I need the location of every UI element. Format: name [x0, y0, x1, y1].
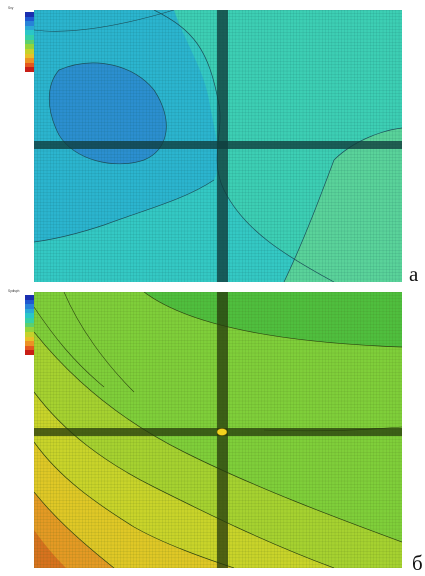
legend-swatch — [25, 67, 35, 72]
legend-swatch — [25, 336, 35, 342]
legend-swatch — [25, 350, 35, 355]
legend-swatch — [25, 341, 35, 346]
legend-swatch — [25, 25, 35, 31]
legend-swatch — [25, 62, 35, 68]
legend-swatch — [25, 35, 35, 40]
legend-swatch — [25, 16, 35, 22]
legend-swatch — [25, 299, 35, 305]
contour-plot-b — [34, 292, 402, 568]
legend-swatch — [25, 48, 35, 54]
legend-swatch — [25, 58, 35, 63]
legend-swatch — [25, 21, 35, 26]
legend-swatch — [25, 345, 35, 351]
legend-swatch — [25, 12, 35, 17]
legend-swatch — [25, 327, 35, 332]
legend-swatch — [25, 304, 35, 309]
panel-label-b: б — [412, 551, 423, 575]
legend-swatch — [25, 30, 35, 36]
legend-title-b: Sydisph — [8, 289, 20, 293]
contour-plot-a — [34, 10, 402, 282]
legend-swatch — [25, 313, 35, 319]
legend-swatch — [25, 318, 35, 323]
legend-swatch — [25, 295, 35, 300]
color-legend-a — [25, 12, 35, 72]
legend-title-a: Sxy — [8, 6, 14, 10]
legend-swatch — [25, 44, 35, 49]
legend-swatch — [25, 331, 35, 337]
color-legend-b — [25, 295, 35, 355]
panel-label-a: а — [409, 262, 419, 286]
legend-swatch — [25, 322, 35, 328]
legend-swatch — [25, 39, 35, 45]
legend-swatch — [25, 53, 35, 59]
legend-swatch — [25, 308, 35, 314]
